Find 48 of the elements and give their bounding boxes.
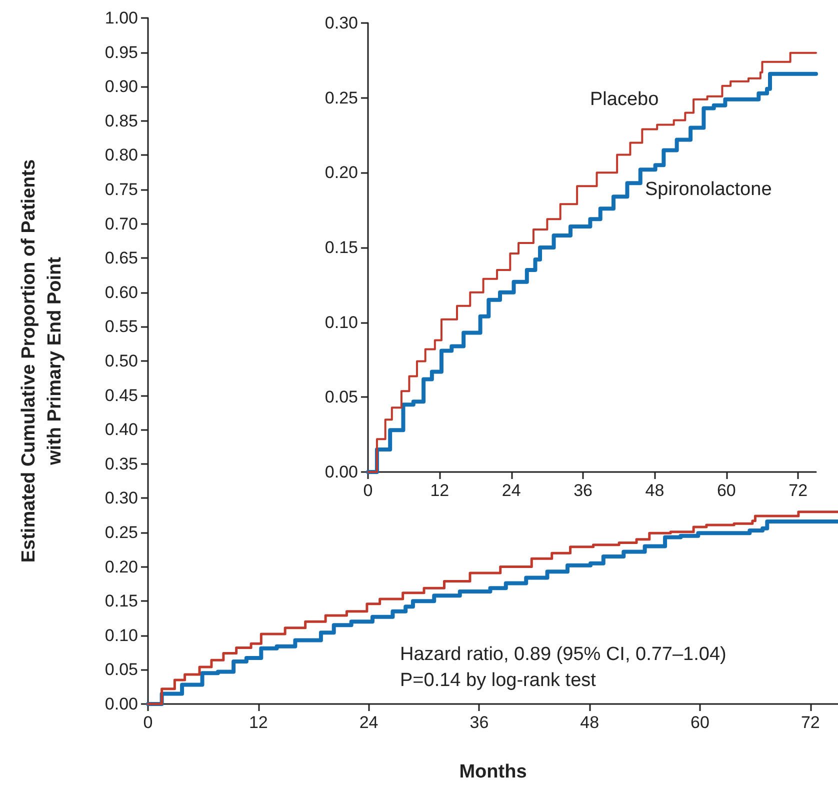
y-tick-label: 1.00 [104, 8, 138, 28]
y-tick-label: 0.00 [104, 694, 138, 714]
y-tick-label: 0.35 [104, 454, 138, 474]
annotation: P=0.14 by log-rank test [400, 670, 597, 691]
y-tick-label: 0.10 [324, 312, 358, 332]
x-tick-label: 12 [430, 481, 450, 500]
x-tick-label: 12 [248, 713, 268, 732]
x-tick-label: 36 [574, 481, 592, 500]
y-tick-label: 0.95 [104, 42, 138, 62]
y-tick-label: 0.25 [104, 523, 138, 542]
y-tick-label: 0.00 [324, 462, 358, 482]
y-tick-label: 0.65 [104, 248, 138, 268]
series-label: Placebo [590, 89, 659, 110]
y-tick-label: 0.70 [104, 214, 138, 234]
y-tick-label: 0.20 [104, 557, 138, 576]
y-tick-label: 0.90 [104, 77, 138, 96]
annotation: Hazard ratio, 0.89 (95% CI, 0.77–1.04) [400, 644, 726, 665]
y-tick-label: 0.05 [324, 388, 358, 407]
x-tick-label: 60 [716, 481, 736, 500]
x-tick-label: 24 [359, 713, 378, 732]
y-tick-label: 0.20 [324, 163, 358, 182]
x-tick-label: 72 [788, 481, 808, 500]
y-tick-label: 0.55 [104, 317, 138, 336]
y-axis-title: Estimated Cumulative Proportion of Patients with Primary End Point [18, 159, 66, 563]
x-tick-label: 48 [645, 481, 664, 500]
y-tick-label: 0.30 [104, 488, 138, 508]
y-tick-label: 0.50 [104, 352, 138, 370]
y-tick-label: 0.75 [104, 180, 138, 199]
y-tick-label: 0.80 [104, 146, 138, 165]
y-tick-label: 0.85 [104, 111, 138, 130]
x-tick-label: 72 [800, 713, 820, 732]
y-tick-label: 0.15 [104, 592, 138, 611]
y-tick-label: 0.05 [104, 660, 138, 680]
x-axis-title: Months [459, 762, 527, 782]
x-tick-label: 36 [470, 713, 489, 732]
y-tick-label: 0.25 [324, 88, 358, 108]
y-tick-label: 0.15 [324, 238, 358, 257]
x-tick-label: 0 [363, 481, 373, 500]
y-tick-label: 0.60 [104, 282, 138, 302]
y-tick-label: 0.40 [104, 420, 138, 440]
x-tick-label: 24 [502, 481, 521, 500]
series-label: Spironolactone [645, 179, 772, 200]
x-tick-label: 48 [580, 713, 600, 732]
x-tick-label: 60 [690, 713, 710, 732]
y-tick-label: 0.45 [104, 386, 138, 405]
y-tick-label: 0.10 [104, 626, 138, 645]
y-tick-label: 0.30 [324, 14, 358, 32]
x-tick-label: 0 [143, 713, 153, 732]
